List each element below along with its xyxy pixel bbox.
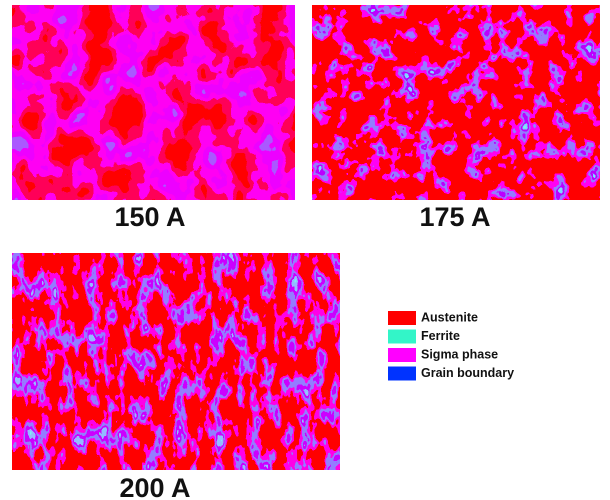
legend: Austenite Ferrite Sigma phase Grain boundar… bbox=[388, 310, 514, 381]
legend-swatch bbox=[388, 311, 416, 325]
panel-label: 175 A bbox=[419, 202, 490, 232]
phase-map bbox=[12, 253, 340, 470]
legend-label: Grain boundary bbox=[421, 366, 514, 380]
phase-map bbox=[12, 5, 295, 200]
legend-swatch bbox=[388, 348, 416, 362]
legend-swatch bbox=[388, 366, 416, 381]
panel-label: 200 A bbox=[119, 473, 190, 500]
legend-label: Ferrite bbox=[421, 329, 460, 343]
legend-label: Sigma phase bbox=[421, 347, 498, 361]
panel-label: 150 A bbox=[114, 202, 185, 232]
legend-label: Austenite bbox=[421, 310, 478, 324]
legend-swatch bbox=[388, 329, 416, 344]
phase-map bbox=[312, 5, 600, 200]
